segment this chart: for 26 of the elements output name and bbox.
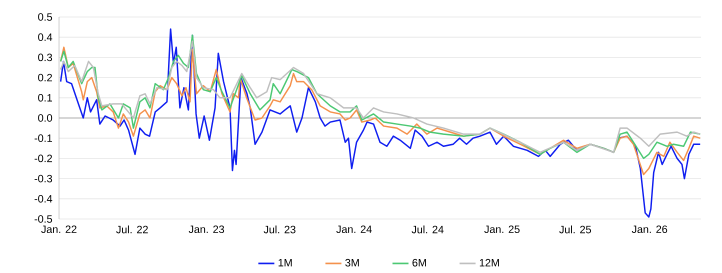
x-tick-label: Jan. 22 [41, 225, 76, 233]
x-tick-label: Jul. 23 [264, 225, 296, 234]
line-series [60, 28, 701, 218]
y-tick-label: 0.2 [38, 74, 52, 82]
line-series [60, 46, 701, 176]
y-tick-label: 0.1 [38, 94, 52, 102]
y-tick-label: -0.4 [34, 194, 52, 202]
y-tick-label: 0.0 [38, 114, 52, 122]
legend-label: 6M [412, 258, 426, 266]
y-tick-label: 0.3 [38, 53, 52, 62]
y-tick-label: 0.5 [38, 13, 52, 21]
y-tick-label: 0.4 [38, 33, 52, 41]
legend-label: 12M [480, 258, 499, 266]
legend-label: 1M [278, 258, 292, 266]
x-tick-label: Jul. 25 [559, 225, 592, 234]
y-tick-label: -0.5 [34, 215, 52, 223]
x-tick-label: Jan. 24 [336, 225, 372, 233]
legend-label: 3M [345, 258, 359, 266]
x-tick-label: Jul. 24 [412, 225, 444, 234]
x-tick-label: Jan. 23 [188, 225, 224, 233]
y-tick-label: -0.2 [34, 154, 52, 162]
y-tick-label: -0.1 [34, 134, 52, 142]
x-tick-label: Jan. 26 [632, 225, 668, 233]
x-tick-label: Jan. 25 [484, 225, 520, 233]
x-tick-label: Jul. 22 [116, 225, 148, 234]
y-tick-label: -0.3 [34, 174, 52, 182]
